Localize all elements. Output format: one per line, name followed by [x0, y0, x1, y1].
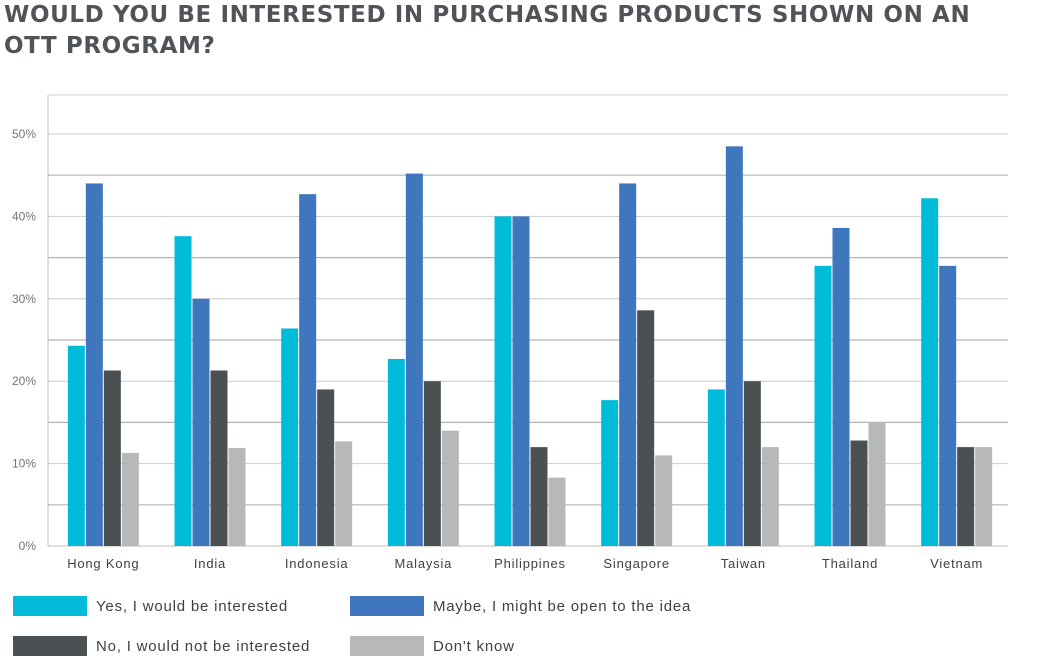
- legend-label: Don't know: [433, 637, 515, 655]
- legend-swatch: [350, 636, 424, 656]
- x-tick-label: Indonesia: [285, 556, 349, 571]
- x-tick-label: Thailand: [822, 556, 878, 571]
- bar: [174, 236, 192, 546]
- bar: [281, 328, 299, 546]
- bar: [85, 183, 103, 546]
- legend-item: Yes, I would be interested: [13, 594, 288, 618]
- x-tick-label: Vietnam: [930, 556, 983, 571]
- legend-swatch: [13, 596, 87, 616]
- bar: [405, 173, 423, 546]
- bar: [423, 381, 441, 546]
- legend-swatch: [13, 636, 87, 656]
- bar: [601, 400, 619, 546]
- chart-title: WOULD YOU BE INTERESTED IN PURCHASING PR…: [4, 2, 971, 59]
- y-tick-label: 10%: [12, 457, 36, 471]
- x-tick-label: India: [194, 556, 226, 571]
- bar: [512, 216, 530, 546]
- legend-swatch: [350, 596, 424, 616]
- bar: [921, 198, 939, 546]
- bar: [743, 381, 761, 546]
- bar: [957, 447, 975, 546]
- y-tick-label: 0%: [19, 539, 37, 553]
- bar: [637, 310, 655, 546]
- bar: [548, 477, 566, 546]
- bar: [619, 183, 637, 546]
- legend-label: Maybe, I might be open to the idea: [433, 597, 692, 615]
- bar: [655, 455, 673, 546]
- bar: [761, 447, 779, 546]
- y-tick-label: 40%: [12, 209, 36, 223]
- bar: [192, 298, 210, 546]
- bar: [387, 358, 405, 546]
- y-tick-label: 20%: [12, 374, 36, 388]
- bar: [814, 265, 832, 546]
- y-tick-label: 30%: [12, 292, 36, 306]
- bar: [530, 447, 548, 546]
- bar: [103, 370, 121, 546]
- bar: [121, 452, 139, 546]
- bar: [975, 447, 993, 546]
- bar: [299, 194, 317, 547]
- bar: [228, 447, 246, 546]
- legend-item: No, I would not be interested: [13, 634, 310, 658]
- bar: [939, 265, 957, 546]
- bar: [725, 146, 743, 547]
- bar: [707, 389, 725, 546]
- x-tick-label: Hong Kong: [67, 556, 139, 571]
- bar: [210, 370, 228, 546]
- bar: [494, 216, 512, 546]
- bar: [67, 345, 85, 546]
- bar: [335, 441, 353, 546]
- bar: [868, 422, 886, 546]
- legend-label: Yes, I would be interested: [96, 597, 289, 615]
- x-tick-label: Philippines: [494, 556, 566, 571]
- bar: [441, 430, 459, 546]
- x-tick-label: Taiwan: [721, 556, 766, 571]
- bar: [850, 440, 868, 546]
- x-tick-label: Malaysia: [394, 556, 452, 571]
- bar: [832, 227, 850, 546]
- legend-item: Maybe, I might be open to the idea: [350, 594, 691, 618]
- x-tick-label: Singapore: [603, 556, 669, 571]
- bar: [317, 389, 335, 546]
- legend-label: No, I would not be interested: [96, 637, 311, 655]
- y-tick-label: 50%: [12, 127, 36, 141]
- legend-item: Don't know: [350, 634, 515, 658]
